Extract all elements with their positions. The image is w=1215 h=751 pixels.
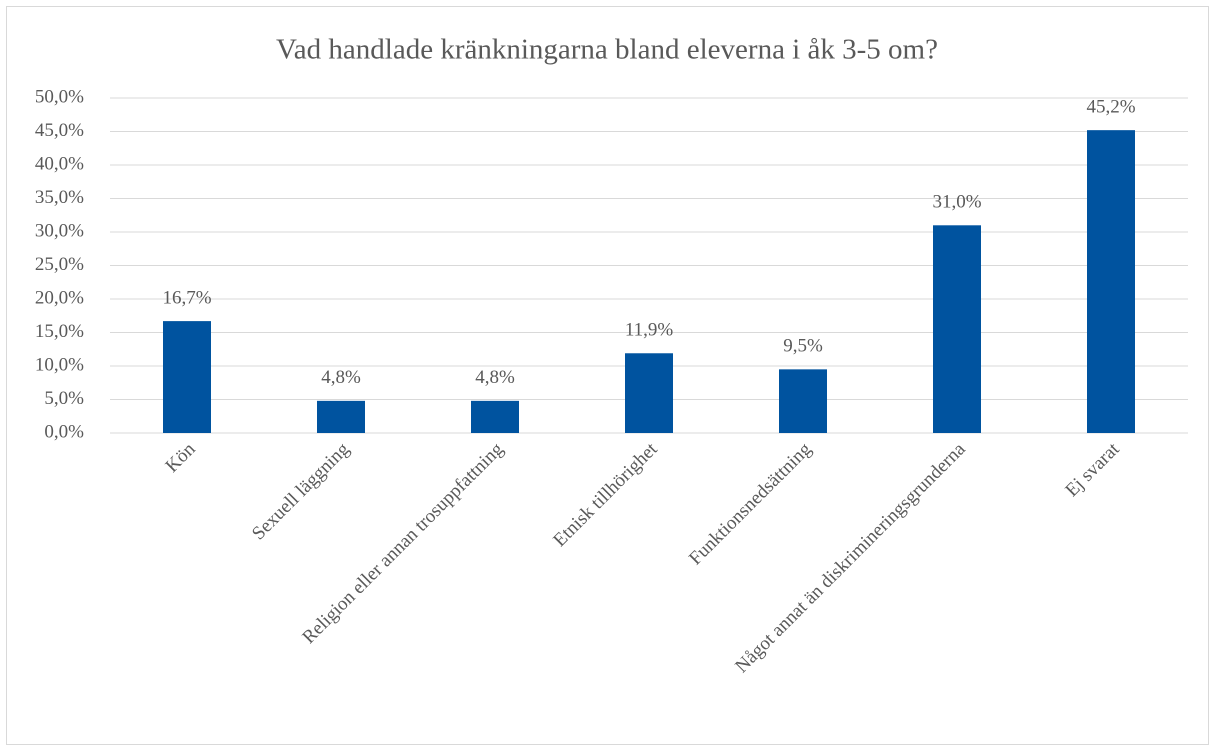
bar [1087,130,1135,433]
y-tick-label: 45,0% [35,120,84,141]
y-tick-label: 10,0% [35,354,84,375]
y-tick-label: 40,0% [35,153,84,174]
bar [317,400,365,433]
data-label: 4,8% [475,367,515,388]
bar [163,321,211,433]
data-label: 11,9% [625,320,674,341]
y-tick-label: 30,0% [35,220,84,241]
chart-title: Vad handlade kränkningarna bland elevern… [276,34,938,66]
y-tick-label: 25,0% [35,254,84,275]
y-tick-label: 0,0% [44,421,84,442]
bar [779,369,827,433]
y-tick-label: 35,0% [35,187,84,208]
y-tick-label: 20,0% [35,287,84,308]
data-label: 16,7% [162,287,211,308]
data-label: 9,5% [783,336,823,357]
y-tick-label: 50,0% [35,86,84,107]
bar [471,400,519,433]
y-tick-label: 5,0% [44,388,84,409]
data-label: 45,2% [1086,97,1135,118]
data-label: 31,0% [932,192,981,213]
bar [625,353,673,433]
y-tick-label: 15,0% [35,321,84,342]
bar [933,225,981,433]
data-label: 4,8% [321,367,361,388]
